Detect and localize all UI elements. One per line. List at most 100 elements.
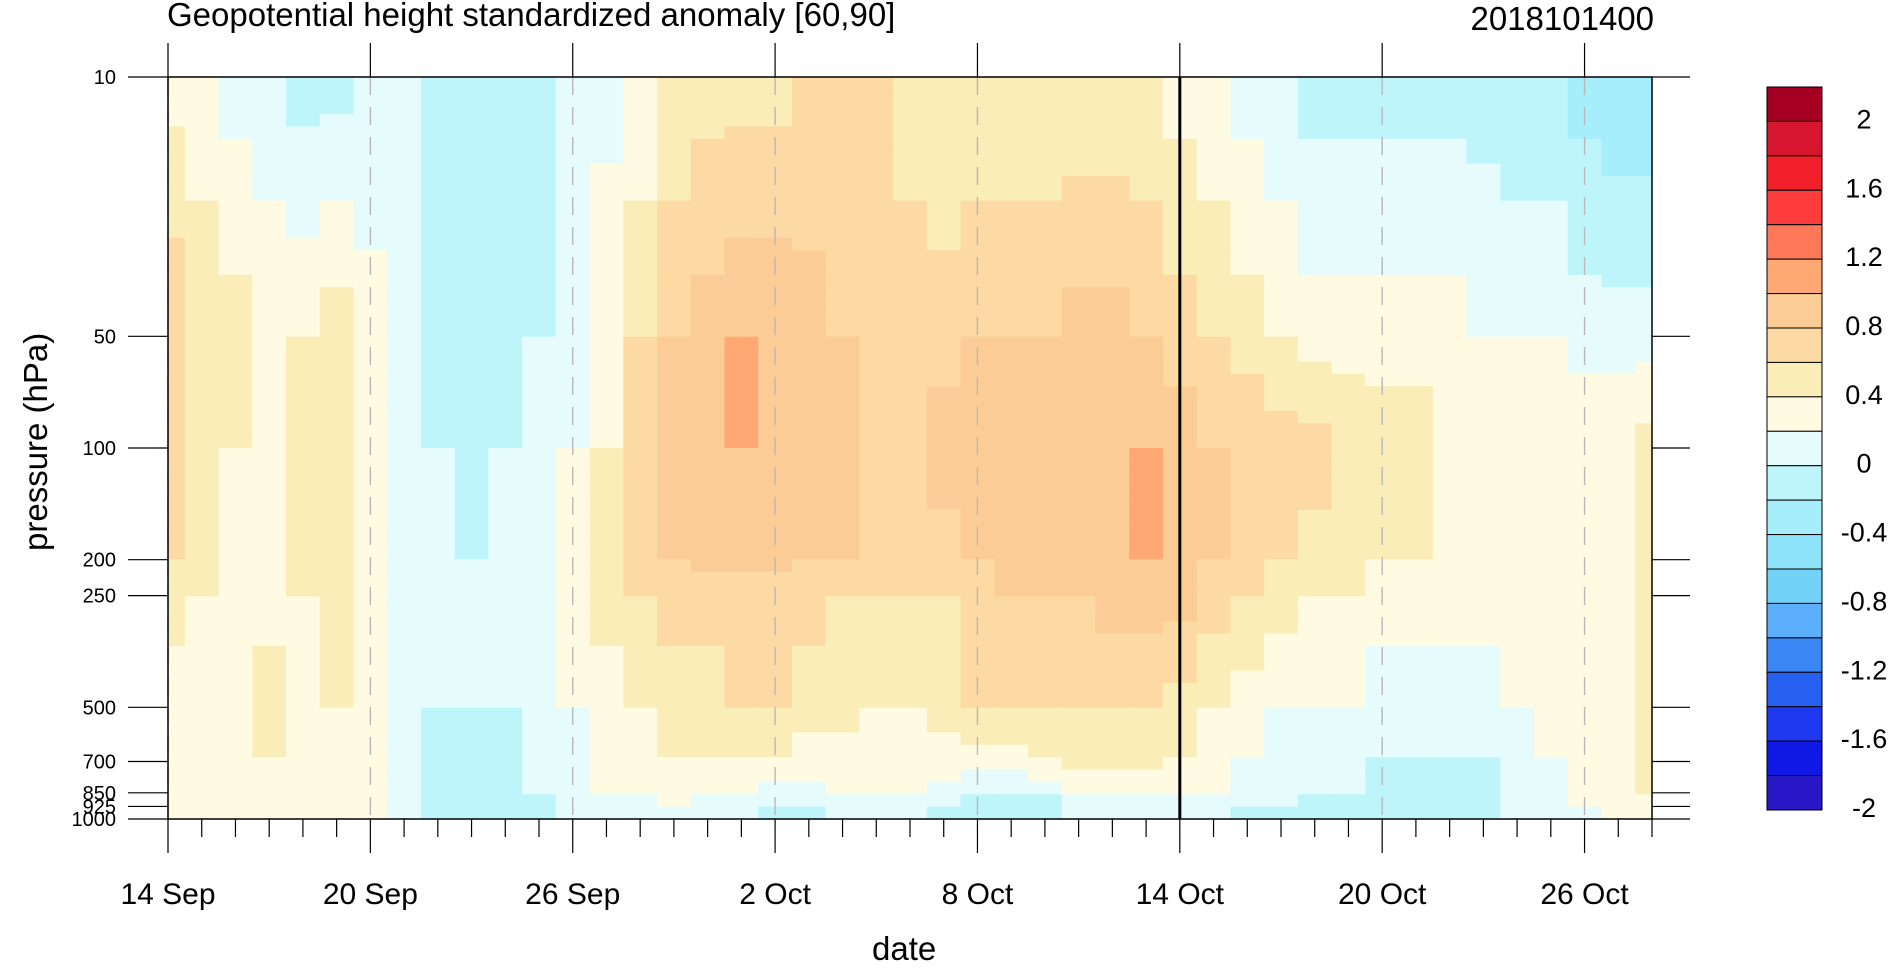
contour-cell (1297, 806, 1333, 820)
contour-cell (589, 794, 624, 808)
contour-cell (1061, 163, 1097, 177)
contour-cell (825, 213, 861, 226)
contour-cell (1297, 744, 1333, 758)
contour-cell (1264, 163, 1299, 177)
contour-cell (353, 398, 388, 412)
contour-cell (791, 89, 827, 103)
contour-cell (1297, 435, 1333, 449)
contour-cell (1095, 744, 1130, 758)
contour-cell (488, 361, 523, 375)
contour-cell (522, 584, 557, 597)
contour-cell (1095, 311, 1130, 325)
contour-cell (522, 101, 557, 115)
contour-cell (286, 410, 321, 424)
contour-cell (690, 175, 726, 189)
contour-cell (454, 311, 490, 325)
contour-cell (791, 806, 827, 820)
contour-cell (1230, 534, 1265, 548)
contour-cell (1061, 559, 1097, 573)
contour-cell (1533, 682, 1569, 696)
contour-cell (724, 138, 759, 152)
contour-cell (1500, 546, 1535, 560)
contour-cell (994, 163, 1029, 177)
contour-cell (252, 448, 287, 461)
contour-cell (859, 448, 894, 461)
contour-cell (1196, 509, 1232, 523)
contour-cell (522, 287, 557, 301)
contour-cell (657, 670, 692, 684)
contour-cell (1466, 707, 1501, 721)
contour-cell (522, 794, 557, 808)
contour-cell (1399, 126, 1434, 140)
contour-cell (1061, 608, 1097, 622)
contour-cell (623, 670, 658, 684)
contour-cell (589, 472, 624, 486)
contour-cell (218, 299, 253, 313)
contour-cell (1095, 361, 1130, 375)
contour-cell (1061, 101, 1097, 115)
contour-cell (286, 324, 321, 338)
contour-cell (387, 670, 422, 684)
contour-cell (589, 584, 624, 597)
contour-cell (420, 349, 456, 363)
contour-cell (387, 534, 422, 548)
contour-cell (1500, 472, 1535, 486)
contour-cell (319, 324, 355, 338)
contour-cell (926, 138, 962, 152)
contour-cell (218, 175, 253, 189)
contour-cell (168, 806, 186, 820)
contour-cell (286, 781, 321, 795)
contour-cell (1230, 311, 1265, 325)
contour-cell (1230, 262, 1265, 276)
contour-cell (1129, 77, 1164, 90)
contour-cell (791, 213, 827, 226)
contour-cell (387, 633, 422, 647)
contour-cell (1432, 336, 1468, 350)
contour-cell (1095, 77, 1130, 90)
contour-cell (1095, 188, 1130, 202)
contour-cell (1095, 720, 1130, 734)
contour-cell (724, 175, 759, 189)
contour-cell (319, 435, 355, 449)
contour-cell (1264, 188, 1299, 202)
contour-cell (1500, 584, 1535, 597)
contour-cell (168, 460, 186, 474)
contour-cell (994, 435, 1029, 449)
contour-cell (690, 311, 726, 325)
contour-cell (420, 250, 456, 264)
contour-cell (960, 423, 995, 437)
contour-cell (1399, 213, 1434, 226)
contour-cell (184, 522, 220, 536)
contour-cell (825, 707, 861, 721)
contour-cell (657, 188, 692, 202)
y-tick-label: 200 (83, 550, 116, 572)
contour-cell (1230, 188, 1265, 202)
contour-cell (1264, 299, 1299, 313)
contour-cell (994, 460, 1029, 474)
contour-cell (1466, 682, 1501, 696)
contour-cell (893, 77, 928, 90)
contour-cell (1129, 584, 1164, 597)
contour-cell (1533, 287, 1569, 301)
contour-cell (1196, 522, 1232, 536)
contour-cell (387, 200, 422, 214)
contour-cell (1129, 361, 1164, 375)
contour-cell (252, 287, 287, 301)
contour-cell (1466, 744, 1501, 758)
contour-cell (1028, 707, 1063, 721)
contour-cell (1466, 485, 1501, 499)
contour-cell (1095, 658, 1130, 672)
contour-cell (791, 225, 827, 239)
contour-cell (1264, 151, 1299, 165)
contour-cell (454, 398, 490, 412)
contour-cell (1533, 423, 1569, 437)
contour-cell (859, 410, 894, 424)
contour-cell (420, 744, 456, 758)
contour-cell (1264, 410, 1299, 424)
contour-cell (589, 744, 624, 758)
contour-cell (1331, 621, 1366, 635)
contour-cell (758, 398, 793, 412)
contour-cell (522, 435, 557, 449)
contour-cell (657, 77, 692, 90)
contour-cell (420, 299, 456, 313)
